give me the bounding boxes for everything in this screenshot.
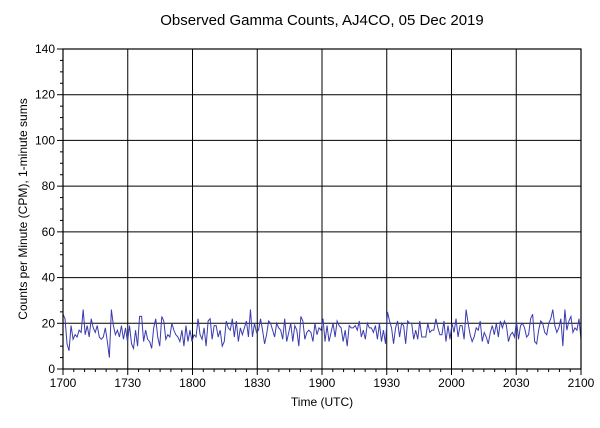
y-tick-label: 40 xyxy=(42,271,56,285)
y-tick-label: 140 xyxy=(35,42,55,56)
grid xyxy=(63,49,581,369)
x-tick-label: 1900 xyxy=(309,376,336,390)
y-tick-label: 20 xyxy=(42,316,56,330)
x-axis-label: Time (UTC) xyxy=(291,395,353,409)
series-line xyxy=(62,309,582,358)
x-tick-label: 2100 xyxy=(568,376,595,390)
plot-frame xyxy=(62,48,582,370)
chart-title: Observed Gamma Counts, AJ4CO, 05 Dec 201… xyxy=(160,12,484,29)
y-axis-label: Counts per Minute (CPM), 1-minute sums xyxy=(16,98,30,319)
y-tick-label: 0 xyxy=(48,362,55,376)
x-tick-label: 2030 xyxy=(503,376,530,390)
x-tick-label: 1800 xyxy=(179,376,206,390)
x-tick-label: 1930 xyxy=(373,376,400,390)
x-tick-label: 1700 xyxy=(50,376,77,390)
y-tick-label: 80 xyxy=(42,179,56,193)
x-tick-label: 1730 xyxy=(114,376,141,390)
y-tick-label: 60 xyxy=(42,225,56,239)
x-tick-label: 1830 xyxy=(244,376,271,390)
y-tick-label: 120 xyxy=(35,88,55,102)
x-tick-label: 2000 xyxy=(438,376,465,390)
ticks: 0 20 40 60 80 100 120 140 1700 1730 1800 1830 1900 19… xyxy=(35,42,595,390)
y-tick-label: 100 xyxy=(35,133,55,147)
